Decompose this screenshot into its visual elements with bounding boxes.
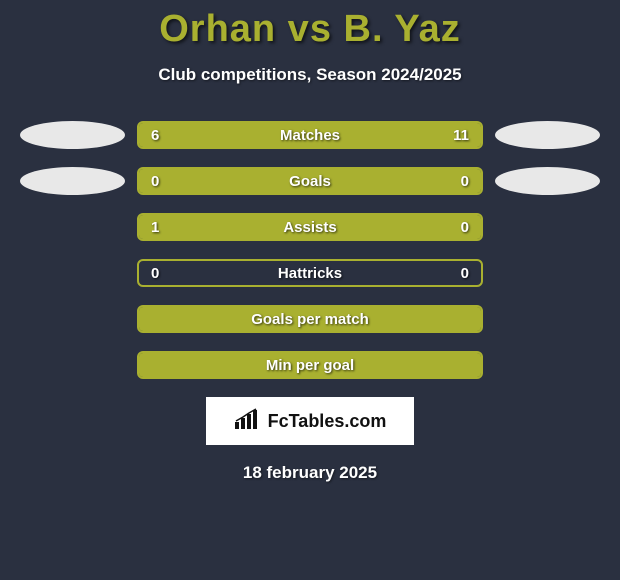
page-title: Orhan vs B. Yaz [0,0,620,51]
subtitle: Club competitions, Season 2024/2025 [0,65,620,85]
stat-row-goals: 0 Goals 0 [0,167,620,195]
brand-text: FcTables.com [268,411,387,432]
stat-bar: Goals per match [137,305,483,333]
avatar-spacer [495,213,600,241]
avatar-spacer [495,351,600,379]
stat-value-left: 0 [151,173,159,190]
stat-bar: 1 Assists 0 [137,213,483,241]
stat-label: Assists [283,219,336,236]
stat-value-right: 0 [461,173,469,190]
player-left-avatar [20,167,125,195]
player-right-avatar [495,167,600,195]
stat-value-right: 11 [453,127,469,144]
stat-value-right: 0 [461,219,469,236]
stat-bar: Min per goal [137,351,483,379]
stat-value-left: 0 [151,265,159,282]
stat-bar: 0 Goals 0 [137,167,483,195]
stat-label: Min per goal [266,357,354,374]
avatar-spacer [495,305,600,333]
avatar-spacer [20,259,125,287]
stat-row-hattricks: 0 Hattricks 0 [0,259,620,287]
avatar-spacer [20,305,125,333]
avatar-spacer [20,351,125,379]
avatar-spacer [20,213,125,241]
player-left-avatar [20,121,125,149]
date-text: 18 february 2025 [0,463,620,483]
stat-label: Matches [280,127,340,144]
stat-bar: 0 Hattricks 0 [137,259,483,287]
stat-value-left: 6 [151,127,159,144]
stat-label: Goals [289,173,331,190]
avatar-spacer [495,259,600,287]
stat-row-assists: 1 Assists 0 [0,213,620,241]
chart-icon [234,408,262,435]
stat-bar: 6 Matches 11 [137,121,483,149]
stat-label: Goals per match [251,311,369,328]
bar-fill-right [402,215,481,239]
stat-value-right: 0 [461,265,469,282]
stat-row-goals-per-match: Goals per match [0,305,620,333]
bar-fill-left [139,215,402,239]
stats-area: 6 Matches 11 0 Goals 0 1 Assists 0 [0,121,620,379]
bar-fill-left [139,123,276,147]
stat-value-left: 1 [151,219,159,236]
stat-row-matches: 6 Matches 11 [0,121,620,149]
stat-label: Hattricks [278,265,342,282]
stat-row-min-per-goal: Min per goal [0,351,620,379]
player-right-avatar [495,121,600,149]
brand-badge[interactable]: FcTables.com [206,397,414,445]
